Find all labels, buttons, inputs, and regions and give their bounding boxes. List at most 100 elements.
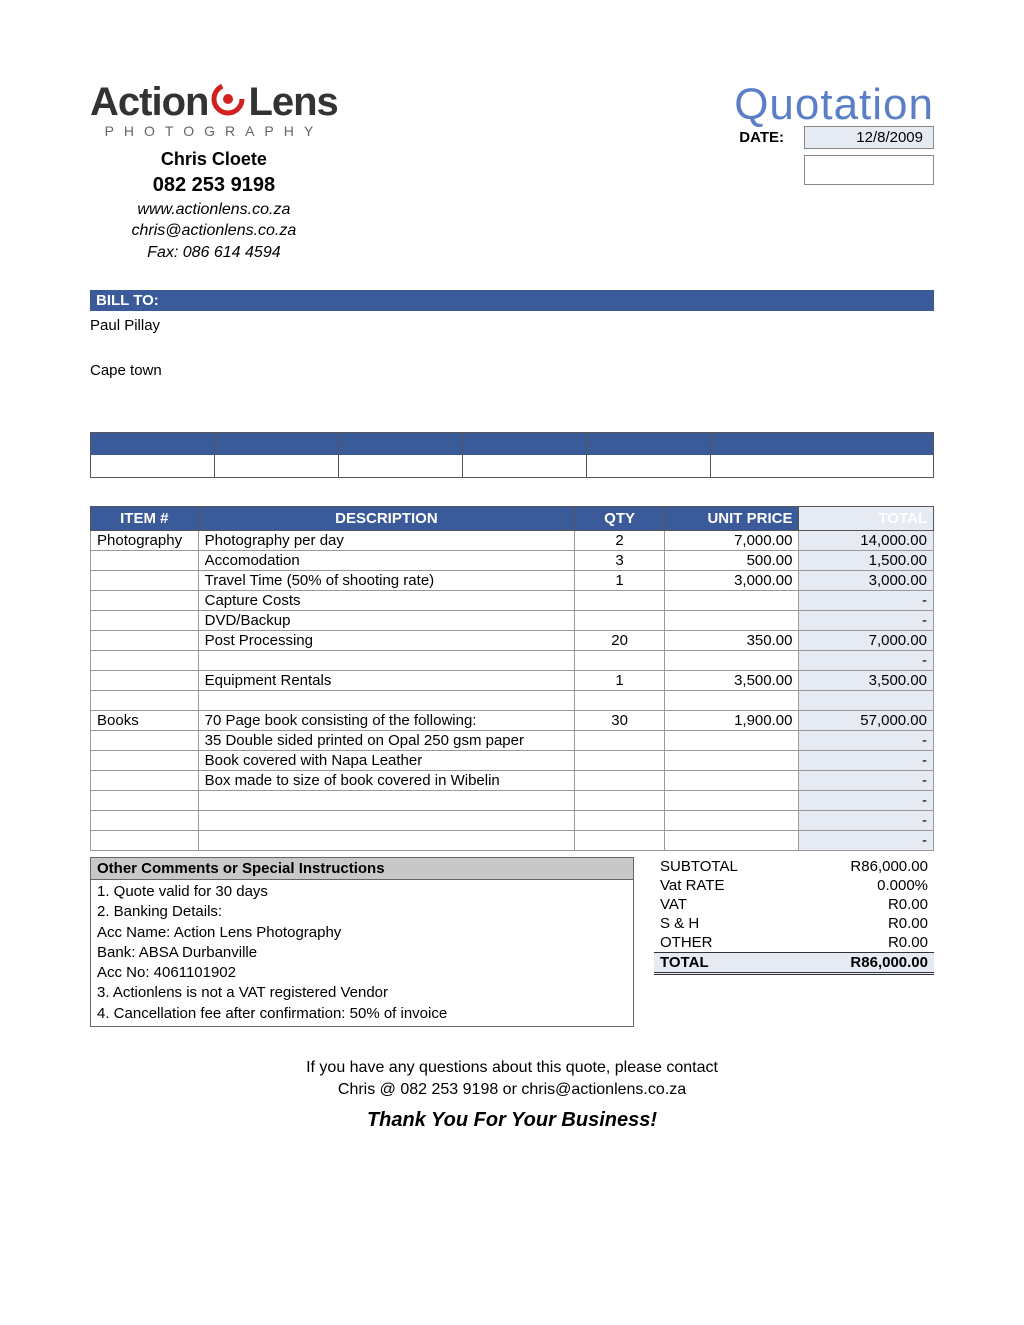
items-header-row: ITEM # DESCRIPTION QTY UNIT PRICE TOTAL [91, 507, 934, 531]
totals-label: VAT [654, 895, 794, 914]
cell-desc [198, 831, 575, 851]
table-row: DVD/Backup- [91, 611, 934, 631]
totals-row: SUBTOTALR86,000.00 [654, 857, 934, 876]
cell-price: 3,500.00 [664, 671, 799, 691]
header-item: ITEM # [91, 507, 199, 531]
comment-line: Acc Name: Action Lens Photography [97, 923, 627, 943]
table-row: Box made to size of book covered in Wibe… [91, 771, 934, 791]
cell-total [799, 691, 934, 711]
cell-desc: Equipment Rentals [198, 671, 575, 691]
table-row: PhotographyPhotography per day27,000.001… [91, 531, 934, 551]
cell-qty [575, 751, 665, 771]
cell-item [91, 631, 199, 651]
quotation-title: Quotation [734, 80, 934, 130]
cell-desc: Accomodation [198, 551, 575, 571]
totals-table: SUBTOTALR86,000.00Vat RATE0.000%VATR0.00… [654, 857, 934, 975]
table-row: Travel Time (50% of shooting rate)13,000… [91, 571, 934, 591]
cell-total: 7,000.00 [799, 631, 934, 651]
cell-total: 1,500.00 [799, 551, 934, 571]
comments-box: Other Comments or Special Instructions 1… [90, 857, 634, 1027]
cell-total: 14,000.00 [799, 531, 934, 551]
cell-item [91, 611, 199, 631]
cell-qty [575, 791, 665, 811]
bill-to-info: Paul Pillay Cape town [90, 315, 934, 383]
cell-price [664, 791, 799, 811]
comment-line: 1. Quote valid for 30 days [97, 882, 627, 902]
cell-total: - [799, 591, 934, 611]
cell-qty: 3 [575, 551, 665, 571]
footer-thanks: Thank You For Your Business! [90, 1106, 934, 1134]
contact-fax: Fax: 086 614 4594 [90, 242, 338, 264]
table-row [91, 691, 934, 711]
cell-qty: 20 [575, 631, 665, 651]
logo-block: ActionLens PHOTOGRAPHY Chris Cloete 082 … [90, 80, 338, 264]
totals-value: R86,000.00 [794, 857, 934, 876]
comments-header: Other Comments or Special Instructions [91, 858, 633, 880]
cell-total: - [799, 791, 934, 811]
table-row: - [91, 791, 934, 811]
cell-item [91, 651, 199, 671]
cell-item [91, 831, 199, 851]
quotation-page: ActionLens PHOTOGRAPHY Chris Cloete 082 … [0, 0, 1024, 1194]
header-qty: QTY [575, 507, 665, 531]
cell-desc [198, 811, 575, 831]
totals-value: 0.000% [794, 876, 934, 895]
footer-line2: Chris @ 082 253 9198 or chris@actionlens… [90, 1079, 934, 1101]
cell-price [664, 591, 799, 611]
bill-to-bar: BILL TO: [90, 290, 934, 311]
cell-item [91, 671, 199, 691]
date-label: DATE: [739, 129, 784, 146]
header: ActionLens PHOTOGRAPHY Chris Cloete 082 … [90, 80, 934, 264]
totals-row: VATR0.00 [654, 895, 934, 914]
cell-total: - [799, 731, 934, 751]
totals-label: TOTAL [654, 953, 794, 974]
logo-word-lens: Lens [248, 80, 337, 124]
cell-price: 350.00 [664, 631, 799, 651]
cell-total: 3,500.00 [799, 671, 934, 691]
cell-item [91, 731, 199, 751]
cell-desc: Travel Time (50% of shooting rate) [198, 571, 575, 591]
table-row: - [91, 811, 934, 831]
comment-line: 4. Cancellation fee after confirmation: … [97, 1004, 627, 1024]
totals-label: Vat RATE [654, 876, 794, 895]
cell-item [91, 811, 199, 831]
cell-qty [575, 831, 665, 851]
table-row: Book covered with Napa Leather- [91, 751, 934, 771]
comment-line: 3. Actionlens is not a VAT registered Ve… [97, 983, 627, 1003]
cell-qty: 2 [575, 531, 665, 551]
table-row: Post Processing20350.007,000.00 [91, 631, 934, 651]
cell-item [91, 771, 199, 791]
date-row: DATE: 12/8/2009 [734, 126, 934, 149]
empty-box [804, 155, 934, 185]
cell-qty: 1 [575, 671, 665, 691]
contact-phone: 082 253 9198 [90, 172, 338, 199]
table-row: Books70 Page book consisting of the foll… [91, 711, 934, 731]
cell-price [664, 731, 799, 751]
cell-item [91, 551, 199, 571]
totals-row: TOTALR86,000.00 [654, 953, 934, 974]
totals-row: OTHERR0.00 [654, 933, 934, 953]
cell-qty [575, 691, 665, 711]
cell-desc: Book covered with Napa Leather [198, 751, 575, 771]
cell-desc: Capture Costs [198, 591, 575, 611]
table-row: - [91, 831, 934, 851]
cell-desc [198, 791, 575, 811]
totals-block: SUBTOTALR86,000.00Vat RATE0.000%VATR0.00… [654, 857, 934, 1027]
comment-line: Acc No: 4061101902 [97, 963, 627, 983]
comment-line: Bank: ABSA Durbanville [97, 943, 627, 963]
cell-qty [575, 651, 665, 671]
cell-total: - [799, 831, 934, 851]
logo: Action Lens [90, 80, 338, 127]
totals-value: R0.00 [794, 914, 934, 933]
table-row: - [91, 651, 934, 671]
cell-total: - [799, 651, 934, 671]
totals-value: R86,000.00 [794, 953, 934, 974]
totals-label: OTHER [654, 933, 794, 953]
table-row: Capture Costs - [91, 591, 934, 611]
cell-qty [575, 731, 665, 751]
cell-price [664, 811, 799, 831]
logo-word-action: Action [90, 80, 208, 124]
totals-row: Vat RATE0.000% [654, 876, 934, 895]
swirl-icon [210, 81, 246, 127]
table-row: 35 Double sided printed on Opal 250 gsm … [91, 731, 934, 751]
